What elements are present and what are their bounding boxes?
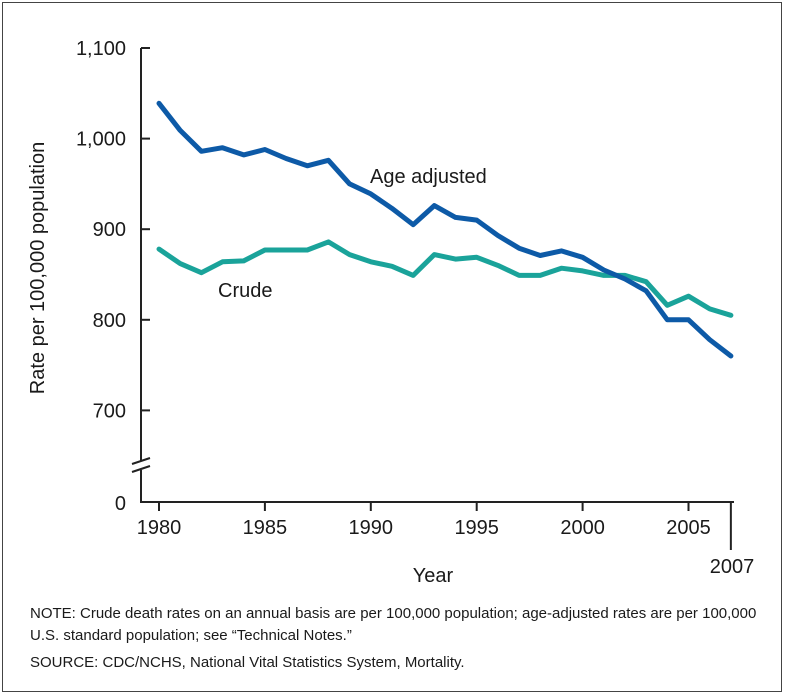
x-tick-label: 1990 bbox=[349, 517, 394, 539]
axis-break-mark bbox=[131, 457, 151, 473]
y-tick-label: 1,100 bbox=[76, 38, 126, 60]
series-label-crude: Crude bbox=[218, 280, 272, 302]
y-zero-label: 0 bbox=[115, 493, 126, 515]
note-text: NOTE: Crude death rates on an annual bas… bbox=[30, 605, 757, 644]
x-ticks: 1980 1985 1990 1995 2000 2005 bbox=[137, 502, 732, 550]
series-lines bbox=[156, 100, 734, 359]
source-text: SOURCE: CDC/NCHS, National Vital Statist… bbox=[30, 654, 465, 671]
line-chart: 1,100 1,000 900 800 700 1980 1985 1990 1995 2000… bbox=[27, 38, 755, 587]
x-tick-label: 1985 bbox=[243, 517, 288, 539]
y-axis-title: Rate per 100,000 population bbox=[27, 142, 49, 394]
y-tick-label: 700 bbox=[93, 400, 126, 422]
x-tick-label: 1995 bbox=[454, 517, 499, 539]
y-axis bbox=[131, 48, 151, 503]
x-end-label: 2007 bbox=[710, 556, 755, 578]
series-label-age-adjusted: Age adjusted bbox=[370, 166, 487, 188]
x-tick-label: 2005 bbox=[666, 517, 711, 539]
figure-notes: NOTE: Crude death rates on an annual bas… bbox=[30, 603, 770, 674]
y-tick-label: 800 bbox=[93, 310, 126, 332]
y-ticks: 1,100 1,000 900 800 700 bbox=[76, 38, 150, 422]
x-axis-title: Year bbox=[413, 565, 454, 587]
y-tick-label: 900 bbox=[93, 219, 126, 241]
x-tick-label: 2000 bbox=[560, 517, 605, 539]
y-tick-label: 1,000 bbox=[76, 129, 126, 151]
series-line-crude bbox=[156, 239, 734, 318]
series-line-age-adjusted bbox=[156, 100, 734, 359]
x-tick-label: 1980 bbox=[137, 517, 182, 539]
